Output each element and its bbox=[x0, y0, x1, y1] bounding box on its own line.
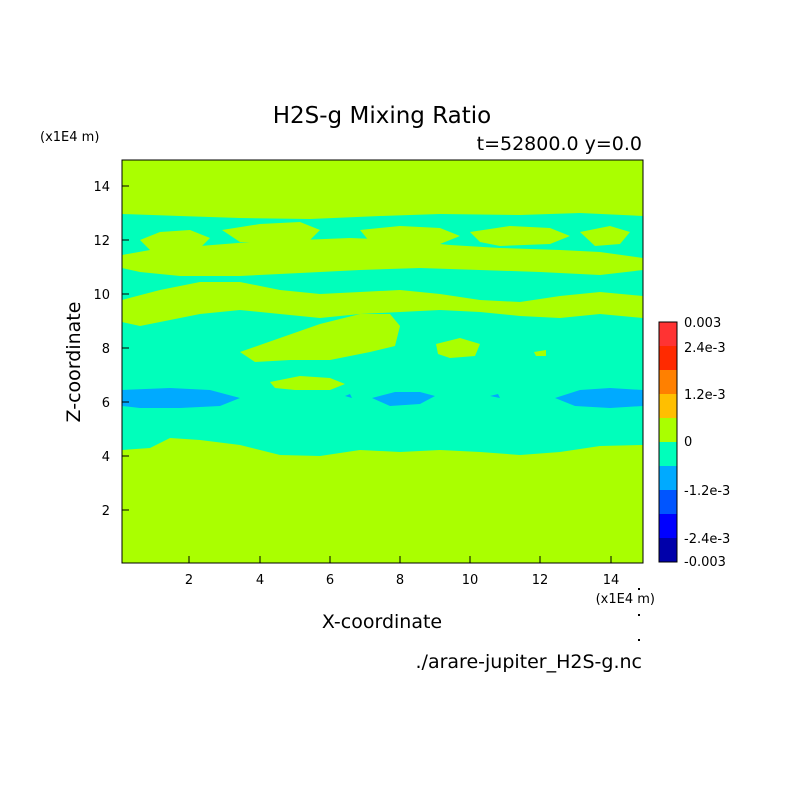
colorbar-frame bbox=[658, 321, 678, 563]
y-tick-label: 2 bbox=[102, 504, 110, 519]
colorbar-segment bbox=[659, 418, 677, 442]
colorbar-label: -0.003 bbox=[684, 555, 726, 570]
colorbar-label: -1.2e-3 bbox=[684, 484, 730, 499]
colorbar-label: 0.003 bbox=[684, 316, 721, 331]
y-axis-ticks bbox=[122, 185, 129, 511]
x-tick-label: 6 bbox=[326, 573, 334, 588]
chart-subtitle: t=52800.0 y=0.0 bbox=[477, 133, 642, 155]
colorbar-label: 1.2e-3 bbox=[684, 388, 726, 403]
plot-frame bbox=[121, 159, 644, 564]
colorbar-segment bbox=[659, 442, 677, 466]
x-tick-label: 8 bbox=[396, 573, 404, 588]
y-unit-label: (x1E4 m) bbox=[40, 130, 99, 145]
y-tick-labels: 2 4 6 8 10 12 14 bbox=[93, 180, 110, 519]
x-tick-labels: 2 4 6 8 10 12 14 bbox=[185, 573, 619, 588]
colorbar-segment bbox=[659, 394, 677, 418]
colorbar-segment bbox=[659, 322, 677, 346]
colorbar-label: 2.4e-3 bbox=[684, 341, 726, 356]
colorbar-label: 0 bbox=[684, 435, 692, 450]
x-tick-label: 2 bbox=[185, 573, 193, 588]
y-tick-label: 6 bbox=[102, 396, 110, 411]
field-zero-patches bbox=[122, 222, 643, 390]
colorbar-segment bbox=[659, 370, 677, 394]
chart-title: H2S-g Mixing Ratio bbox=[273, 103, 492, 129]
colorbar-label: -2.4e-3 bbox=[684, 532, 730, 547]
source-label: ./arare-jupiter_H2S-g.nc bbox=[416, 651, 642, 673]
x-tick-label: 4 bbox=[256, 573, 264, 588]
x-axis-label: X-coordinate bbox=[322, 611, 442, 633]
field-negative-medium-patches bbox=[122, 388, 643, 408]
colorbar-segment bbox=[659, 466, 677, 490]
x-unit-label: (x1E4 m) bbox=[596, 592, 655, 607]
x-tick-label: 14 bbox=[603, 573, 620, 588]
y-axis-label: Z-coordinate bbox=[63, 302, 85, 423]
y-tick-label: 14 bbox=[93, 180, 110, 195]
marker-dots bbox=[638, 588, 640, 641]
x-axis-ticks bbox=[188, 556, 612, 563]
y-tick-label: 12 bbox=[93, 234, 110, 249]
x-tick-label: 10 bbox=[462, 573, 479, 588]
colorbar-segment bbox=[659, 490, 677, 514]
colorbar-segment bbox=[659, 346, 677, 370]
colorbar: 0.003 2.4e-3 1.2e-3 0 -1.2e-3 -2.4e-3 -0… bbox=[658, 316, 730, 570]
plot-area: 2 4 6 8 10 12 14 2 4 6 8 10 12 14 bbox=[93, 159, 644, 588]
x-tick-label: 12 bbox=[532, 573, 549, 588]
colorbar-segment bbox=[659, 538, 677, 562]
y-tick-label: 8 bbox=[102, 342, 110, 357]
y-tick-label: 10 bbox=[93, 288, 110, 303]
y-tick-label: 4 bbox=[102, 450, 110, 465]
colorbar-segment bbox=[659, 514, 677, 538]
